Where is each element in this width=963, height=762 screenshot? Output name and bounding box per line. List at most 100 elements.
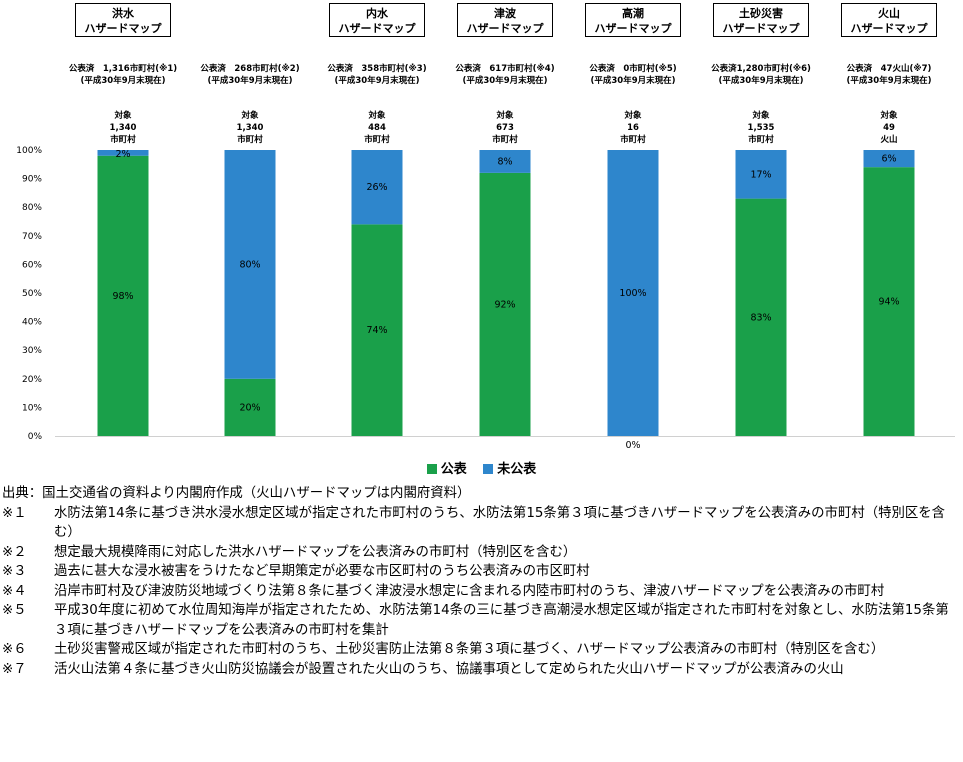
bar-public (735, 198, 787, 436)
category-title: 土砂災害 ハザードマップ (713, 3, 809, 37)
target-label-line: 市町村 (620, 135, 646, 145)
notes: 出典：国土交通省の資料より内閣府作成（火山ハザードマップは内閣府資料） ※１ 水防… (0, 484, 963, 679)
target-label-line: 673 (496, 123, 514, 133)
published-note-line: (平成30年9月末現在) (718, 76, 804, 86)
target-label-line: 484 (368, 123, 386, 133)
data-label-public: 74% (366, 325, 387, 336)
data-label-unpublished: 2% (115, 149, 130, 160)
data-label-unpublished: 6% (881, 154, 896, 165)
published-note: 公表済 1,316市町村(※1) (平成30年9月末現在) (63, 63, 183, 87)
category-title-line: ハザードマップ (466, 22, 544, 35)
bar-unpublished (224, 150, 276, 379)
y-tick-label: 40% (22, 318, 42, 328)
legend-swatch-unpublished (483, 464, 494, 474)
target-label: 対象 1,340 市町村 (93, 110, 153, 146)
chart: 0% 10% 20% 30% 40% 50% 60% 70% 80% 90% 100% 98% 2% 20… (16, 3, 955, 451)
published-note: 公表済 0市町村(※5) (平成30年9月末現在) (573, 63, 693, 87)
y-tick-label: 0% (28, 432, 43, 442)
legend-label-unpublished: 未公表 (497, 462, 537, 477)
footnote-text: 平成30年度に初めて水位周知海岸が指定されたため、水防法第14条の三に基づき高潮… (54, 603, 949, 638)
data-label-public: 20% (239, 402, 260, 413)
published-note: 公表済1,280市町村(※6) (平成30年9月末現在) (701, 63, 821, 87)
footnote-mark: ※１ (2, 505, 27, 521)
published-note-line: 公表済 358市町村(※3) (327, 64, 427, 74)
footnote-text: 水防法第14条に基づき洪水浸水想定区域が指定された市町村のうち、水防法第15条第… (54, 505, 946, 541)
target-label-line: 市町村 (364, 135, 390, 145)
category-title-line: ハザードマップ (850, 22, 928, 35)
data-label-unpublished: 100% (619, 288, 646, 299)
published-note: 公表済 47火山(※7) (平成30年9月末現在) (829, 63, 949, 87)
y-tick-label: 90% (22, 175, 42, 185)
data-label-public: 0% (625, 440, 640, 451)
category-title: 高潮 ハザードマップ (585, 3, 681, 37)
category-title-line: 津波 (494, 7, 516, 20)
target-label-line: 対象 (496, 111, 514, 121)
footnote-text: 想定最大規模降雨に対応した洪水ハザードマップを公表済みの市町村（特別区を含む） (54, 544, 577, 560)
target-label: 対象 1,340 市町村 (220, 110, 280, 146)
legend: 公表 未公表 (0, 458, 963, 477)
target-label-line: 対象 (114, 111, 132, 121)
category-title: 火山 ハザードマップ (841, 3, 937, 37)
published-note-line: 公表済 617市町村(※4) (455, 64, 555, 74)
legend-label-public: 公表 (440, 462, 467, 477)
published-note-line: (平成30年9月末現在) (334, 76, 420, 86)
footnote-1: ※１ 水防法第14条に基づき洪水浸水想定区域が指定された市町村のうち、水防法第15… (0, 504, 963, 543)
target-label-line: 対象 (368, 111, 386, 121)
y-tick-label: 60% (22, 260, 42, 270)
legend-swatch-public (426, 464, 437, 474)
target-label: 対象 484 市町村 (347, 110, 407, 146)
category-title-line: ハザードマップ (338, 22, 416, 35)
bar-unpublished (97, 150, 149, 156)
target-label-line: 1,535 (747, 123, 775, 133)
target-label-line: 1,340 (236, 123, 264, 133)
data-label-public: 94% (878, 297, 899, 308)
target-label-line: 16 (627, 123, 639, 133)
data-label-public: 98% (112, 291, 133, 302)
bar-unpublished (479, 150, 531, 173)
footnote-3: ※３ 過去に甚大な浸水被害をうけたなど早期策定が必要な市区町村のうち公表済みの市区… (0, 562, 963, 582)
footnote-mark: ※３ (2, 564, 27, 579)
published-note: 公表済 358市町村(※3) (平成30年9月末現在) (317, 63, 437, 87)
chart-plot: 0% 10% 20% 30% 40% 50% 60% 70% 80% 90% 100% 98% 2% 20… (16, 146, 955, 451)
data-label-unpublished: 17% (750, 169, 771, 180)
bar-public (224, 378, 276, 436)
y-tick-label: 80% (22, 203, 42, 213)
category-title-line: ハザードマップ (594, 22, 672, 35)
footnote-mark: ※４ (2, 583, 27, 599)
footnote-text: 沿岸市町村及び津波防災地域づくり法第８条に基づく津波浸水想定に含まれる内陸市町村… (54, 583, 885, 599)
target-label-line: 市町村 (110, 135, 136, 145)
bar-public (351, 224, 403, 436)
y-tick-label: 100% (16, 146, 42, 156)
footnote-text: 土砂災害警戒区域が指定された市町村のうち、土砂災害防止法第８条第３項に基づく、ハ… (54, 642, 885, 657)
data-label-unpublished: 80% (239, 259, 260, 270)
bar-unpublished (351, 150, 403, 225)
target-label-line: 49 (883, 123, 895, 133)
bar-public (479, 172, 531, 436)
category-title: 内水 ハザードマップ (329, 3, 425, 37)
target-label-line: 1,340 (109, 123, 137, 133)
target-label: 対象 1,535 市町村 (731, 110, 791, 146)
category-title-line: 洪水 (112, 7, 134, 20)
published-note-line: (平成30年9月末現在) (462, 76, 548, 86)
published-note-line: (平成30年9月末現在) (846, 76, 932, 86)
category-title-line: ハザードマップ (84, 22, 162, 35)
data-label-unpublished: 26% (366, 182, 387, 193)
bar-public (97, 155, 149, 436)
data-label-unpublished: 8% (497, 156, 512, 167)
target-label: 対象 673 市町村 (475, 110, 535, 146)
target-label-line: 対象 (880, 111, 898, 121)
y-tick-label: 30% (22, 346, 42, 356)
target-label-line: 対象 (624, 111, 642, 121)
published-note-line: (平成30年9月末現在) (80, 76, 166, 86)
category-title: 津波 ハザードマップ (457, 3, 553, 37)
published-note-line: (平成30年9月末現在) (590, 76, 676, 86)
footnote-mark: ※２ (2, 544, 27, 560)
footnote-mark: ※７ (2, 661, 27, 677)
target-label-line: 火山 (880, 135, 898, 145)
footnote-7: ※７ 活火山法第４条に基づき火山防災協議会が設置された火山のうち、協議事項として定… (0, 660, 963, 680)
target-label: 対象 49 火山 (859, 110, 919, 146)
published-note: 公表済 268市町村(※2) (平成30年9月末現在) (190, 63, 310, 87)
category-title-line: 内水 (366, 7, 388, 20)
bar-public (863, 167, 915, 436)
category-title-line: 土砂災害 (739, 7, 783, 20)
